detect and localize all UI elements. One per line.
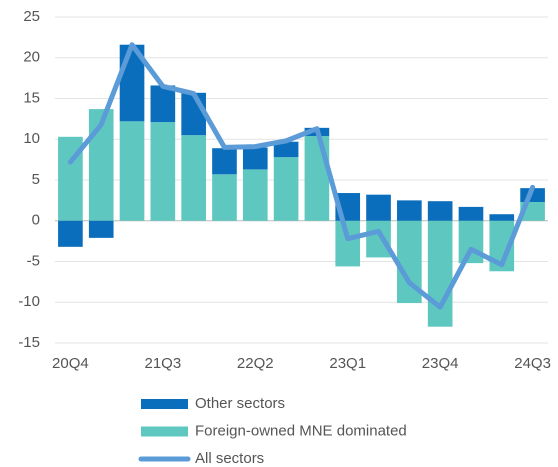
bar [181,135,206,221]
bar [212,174,237,221]
x-tick-label: 23Q1 [329,355,366,372]
y-tick-label: 5 [32,171,40,188]
bar [366,194,391,221]
x-tick-label: 20Q4 [52,355,89,372]
line [67,42,536,310]
bar [458,220,484,264]
legend-label: Other sectors [195,395,285,412]
y-tick-label: 0 [32,212,40,229]
legend-swatch [141,399,188,409]
bar [212,148,237,175]
bar [88,220,114,238]
y-tick-label: 25 [23,8,40,25]
bar [119,121,145,221]
bar [427,220,453,327]
bar [397,200,422,221]
legend-label: All sectors [195,450,264,467]
bar [181,92,206,136]
x-tick-label: 21Q3 [144,355,181,372]
bar [242,147,268,170]
y-tick-label: 10 [23,130,40,147]
bar [489,214,515,221]
bar [427,201,453,221]
legend-swatch [141,426,188,437]
bar [335,220,361,267]
x-tick-label: 24Q3 [514,355,551,372]
bar [150,85,176,123]
x-tick-label: 22Q2 [237,355,274,372]
bar [242,169,268,221]
bar [458,206,484,221]
bar [150,122,176,221]
y-tick-label: -5 [27,252,40,269]
bar [366,220,391,258]
y-tick-label: 20 [23,49,40,66]
bar [58,220,83,247]
bar [273,141,299,158]
y-tick-label: -10 [18,293,40,310]
y-tick-label: -15 [18,334,40,351]
bar [273,157,299,221]
x-tick-label: 23Q4 [422,355,459,372]
legend-label: Foreign-owned MNE dominated [195,422,407,439]
bar [304,135,330,221]
y-tick-label: 15 [23,89,40,106]
